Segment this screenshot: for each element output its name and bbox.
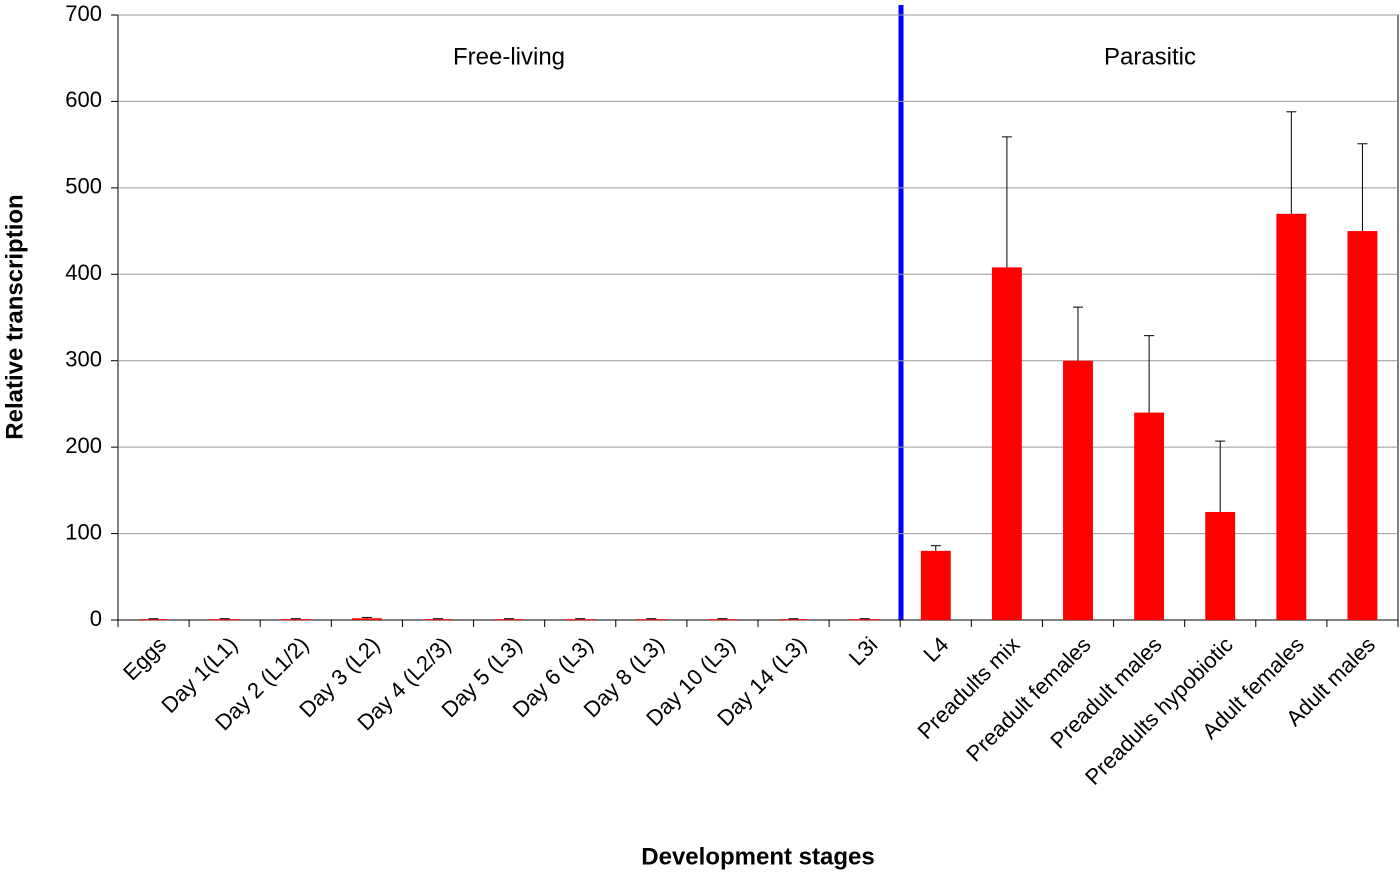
bar (352, 618, 382, 620)
x-axis-title: Development stages (641, 843, 874, 870)
bar (1063, 361, 1093, 620)
x-tick-label: Preadult females (961, 632, 1095, 766)
bar (1276, 214, 1306, 620)
y-tick-label: 500 (65, 174, 102, 199)
bar (565, 619, 595, 620)
bar (1134, 413, 1164, 620)
bar (636, 619, 666, 620)
annotation: Parasitic (1104, 43, 1196, 70)
bar (281, 619, 311, 620)
error-bar (931, 546, 941, 551)
y-tick-label: 100 (65, 519, 102, 544)
x-tick-label: L3i (844, 632, 882, 670)
x-tick-label: L4 (918, 632, 953, 667)
y-tick-label: 700 (65, 1, 102, 26)
bar (139, 619, 169, 620)
bar (850, 619, 880, 620)
y-tick-label: 0 (90, 606, 102, 631)
bar (992, 267, 1022, 620)
error-bar (1002, 137, 1012, 268)
y-axis-title: Relative transcription (1, 194, 28, 439)
error-bar (1073, 307, 1083, 361)
error-bar (362, 617, 372, 618)
annotation: Free-living (453, 43, 565, 70)
bar (210, 619, 240, 620)
bar (494, 619, 524, 620)
bar (1205, 512, 1235, 620)
y-tick-label: 300 (65, 347, 102, 372)
y-tick-label: 400 (65, 260, 102, 285)
x-tick-label: Eggs (118, 632, 171, 685)
error-bar (1144, 336, 1154, 413)
error-bar (1215, 441, 1225, 512)
bar (708, 619, 738, 620)
bar (1348, 231, 1378, 620)
error-bar (1286, 112, 1296, 214)
y-tick-label: 600 (65, 87, 102, 112)
bar (779, 619, 809, 620)
y-tick-label: 200 (65, 433, 102, 458)
bar (423, 619, 453, 620)
bar (921, 551, 951, 620)
